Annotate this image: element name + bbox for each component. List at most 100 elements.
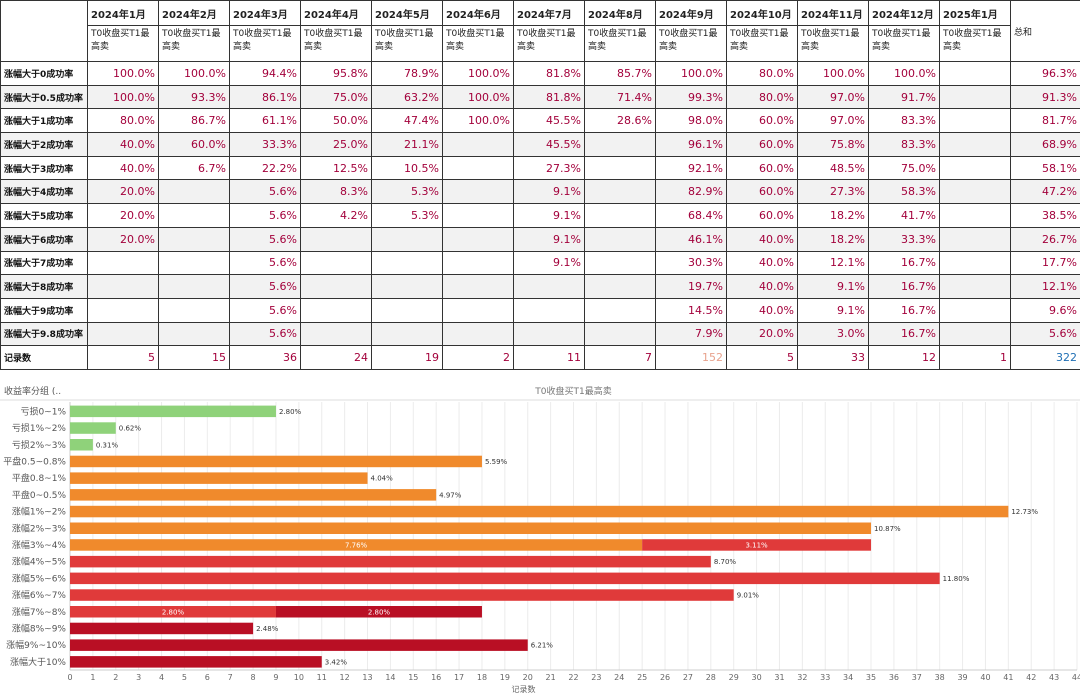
rate-cell: 5.6% <box>229 321 301 347</box>
rate-cell <box>584 297 656 323</box>
row-label: 涨幅大于3成功率 <box>0 155 88 181</box>
table-row: 涨幅大于7成功率 5.6% 9.1% 30.3% 40.0% 12.1% 16.7% 17.7… <box>0 250 1080 276</box>
x-tick-label: 4 <box>159 673 164 682</box>
rate-cell: 20.0% <box>87 203 159 228</box>
rate-cell <box>584 226 656 252</box>
row-label: 涨幅大于2成功率 <box>0 132 88 157</box>
rate-cell: 92.1% <box>655 155 727 181</box>
x-tick-label: 17 <box>454 673 464 682</box>
rate-cell: 86.1% <box>229 84 301 110</box>
bar-data-label: 10.87% <box>874 525 901 533</box>
table-row: 涨幅大于0成功率 100.0% 100.0% 94.4% 95.8% 78.9% 100.0… <box>0 61 1080 86</box>
rate-cell: 40.0% <box>87 132 159 157</box>
rate-cell: 100.0% <box>655 61 727 86</box>
bar-segment <box>70 439 93 451</box>
rate-cell: 16.7% <box>868 274 940 299</box>
row-label: 涨幅大于7成功率 <box>0 250 88 276</box>
row-total-cell: 91.3% <box>1010 84 1080 110</box>
rate-cell: 95.8% <box>300 61 372 86</box>
bar-data-label: 2.48% <box>256 625 279 633</box>
rate-cell: 5.6% <box>229 179 301 205</box>
x-tick-label: 40 <box>980 673 990 682</box>
rate-cell: 83.3% <box>868 108 940 134</box>
row-label: 涨幅大于8成功率 <box>0 274 88 299</box>
category-label: 亏损2%~3% <box>12 439 67 451</box>
x-tick-label: 2 <box>113 673 118 682</box>
rate-cell: 33.3% <box>229 132 301 157</box>
rate-cell <box>300 250 372 276</box>
row-header-label: 收益率分组 (.. <box>4 385 61 397</box>
rate-cell <box>158 274 230 299</box>
rate-cell: 100.0% <box>442 61 514 86</box>
rate-cell <box>939 203 1011 228</box>
rate-cell <box>939 250 1011 276</box>
rate-cell <box>442 226 514 252</box>
bar-data-label: 3.11% <box>745 541 768 549</box>
rate-cell <box>87 297 159 323</box>
bar-data-label: 2.80% <box>279 408 302 416</box>
rate-cell: 93.3% <box>158 84 230 110</box>
x-tick-label: 8 <box>251 673 256 682</box>
rate-cell <box>442 321 514 347</box>
bar-segment <box>275 606 482 618</box>
bar-data-label: 4.04% <box>371 475 394 483</box>
x-tick-label: 14 <box>385 673 395 682</box>
rate-cell <box>939 132 1011 157</box>
rate-cell <box>442 274 514 299</box>
rate-cell <box>158 250 230 276</box>
rate-cell: 68.4% <box>655 203 727 228</box>
x-tick-label: 5 <box>182 673 187 682</box>
table-row: 涨幅大于4成功率 20.0% 5.6% 8.3% 5.3% 9.1% 82.9% 60.0% 2… <box>0 179 1080 205</box>
rate-cell <box>584 132 656 157</box>
rate-cell: 100.0% <box>442 108 514 134</box>
month-header: 2024年7月 <box>513 0 585 26</box>
rate-cell <box>939 179 1011 205</box>
count-cell: 1 <box>939 345 1011 370</box>
rate-cell: 50.0% <box>300 108 372 134</box>
x-tick-label: 25 <box>637 673 647 682</box>
count-cell: 7 <box>584 345 656 370</box>
rate-cell: 60.0% <box>726 179 798 205</box>
category-label: 平盘0~0.5% <box>12 489 67 501</box>
rate-cell <box>584 274 656 299</box>
rate-cell: 30.3% <box>655 250 727 276</box>
row-label: 涨幅大于9成功率 <box>0 297 88 323</box>
month-header: 2024年6月 <box>442 0 514 26</box>
rate-cell: 78.9% <box>371 61 443 86</box>
rate-cell: 40.0% <box>726 226 798 252</box>
rate-cell <box>442 179 514 205</box>
rate-cell: 8.3% <box>300 179 372 205</box>
rate-cell <box>300 274 372 299</box>
rate-cell <box>158 203 230 228</box>
rate-cell: 99.3% <box>655 84 727 110</box>
count-total-cell: 322 <box>1010 345 1080 370</box>
x-tick-label: 22 <box>568 673 578 682</box>
rate-cell <box>371 297 443 323</box>
rate-cell <box>939 321 1011 347</box>
category-label: 涨幅1%~2% <box>12 506 67 518</box>
x-tick-label: 33 <box>820 673 830 682</box>
chart-title: T0收盘买T1最高卖 <box>534 385 611 397</box>
table-corner <box>0 0 88 62</box>
bar-segment <box>70 472 368 484</box>
rate-cell <box>300 226 372 252</box>
rate-cell: 60.0% <box>726 203 798 228</box>
count-cell: 24 <box>300 345 372 370</box>
rate-cell <box>584 250 656 276</box>
count-cell: 11 <box>513 345 585 370</box>
row-label: 涨幅大于5成功率 <box>0 203 88 228</box>
row-label: 记录数 <box>0 345 88 370</box>
rate-cell: 80.0% <box>87 108 159 134</box>
row-total-cell: 38.5% <box>1010 203 1080 228</box>
rate-cell: 98.0% <box>655 108 727 134</box>
category-label: 亏损1%~2% <box>12 422 67 434</box>
table-row: 涨幅大于8成功率 5.6% 19.7% 40.0% 9.1% 16.7% 12.1% <box>0 274 1080 299</box>
bar-data-label: 12.73% <box>1011 508 1038 516</box>
rate-cell: 21.1% <box>371 132 443 157</box>
count-cell: 5 <box>87 345 159 370</box>
row-total-cell: 96.3% <box>1010 61 1080 86</box>
category-label: 涨幅大于10% <box>10 656 66 668</box>
rate-cell: 100.0% <box>797 61 869 86</box>
x-tick-label: 16 <box>431 673 441 682</box>
